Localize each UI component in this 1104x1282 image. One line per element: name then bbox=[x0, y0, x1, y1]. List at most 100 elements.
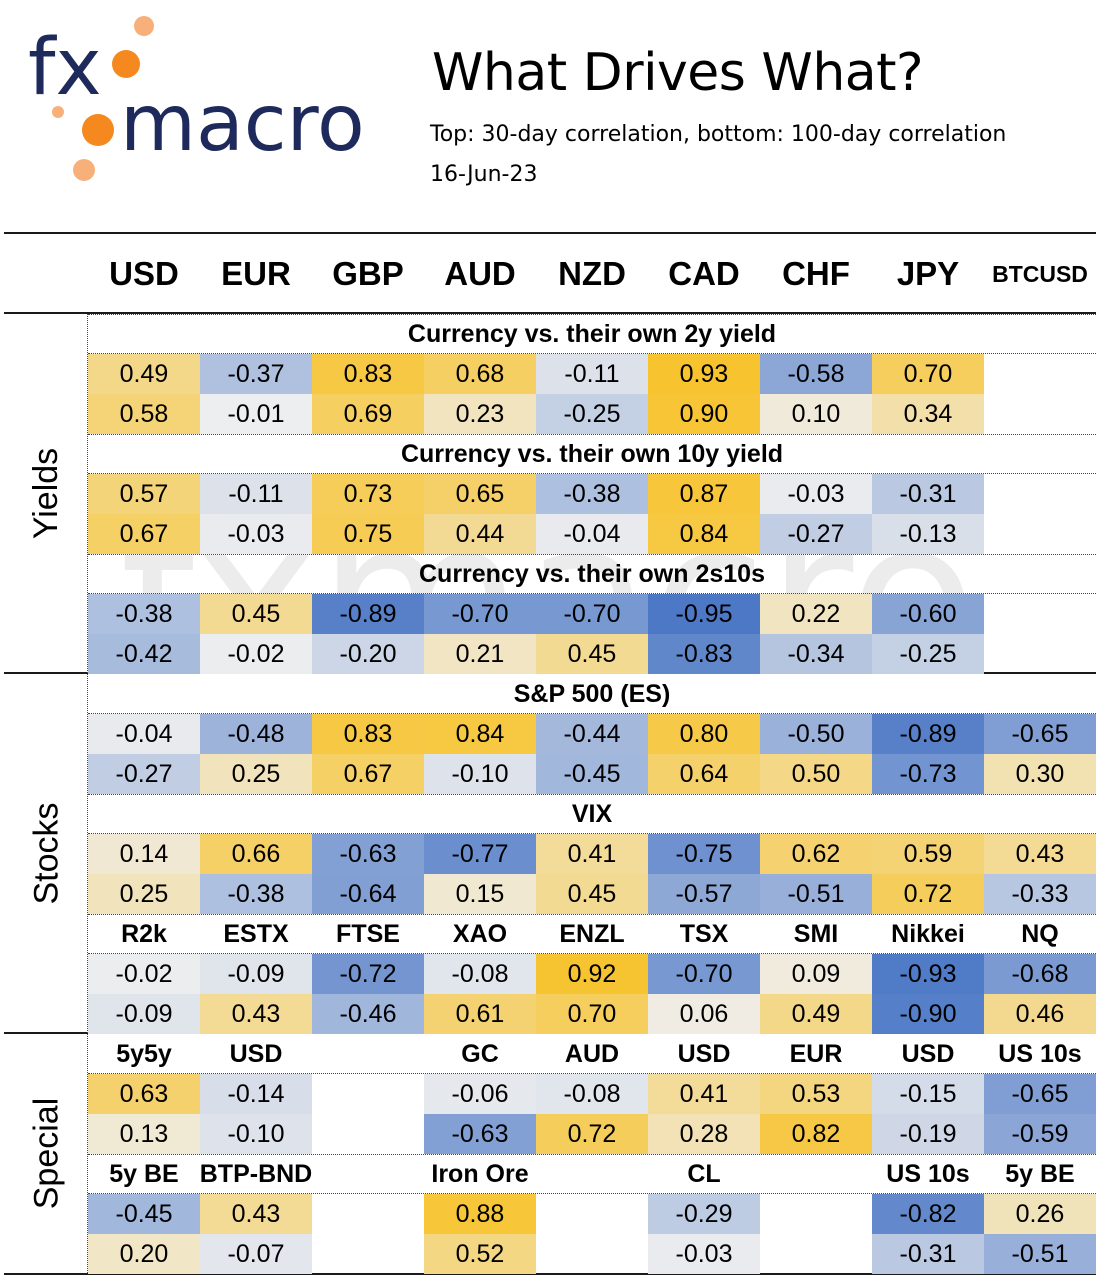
heatmap-cell: -0.04 bbox=[88, 714, 200, 754]
heatmap-cell: -0.31 bbox=[872, 474, 984, 514]
heatmap-cell: -0.07 bbox=[200, 1234, 312, 1274]
heatmap-cell: 0.57 bbox=[88, 474, 200, 514]
heatmap-cell: 0.75 bbox=[312, 514, 424, 554]
heatmap-cell: -0.73 bbox=[872, 754, 984, 794]
header-bottom-rule bbox=[4, 312, 1096, 314]
block-title: S&P 500 (ES) bbox=[513, 679, 671, 708]
svg-text:fx: fx bbox=[28, 23, 102, 113]
heatmap-cell: 0.67 bbox=[88, 514, 200, 554]
heatmap-cell: -0.65 bbox=[984, 714, 1096, 754]
column-header-chf: CHF bbox=[782, 255, 850, 292]
heatmap-cell: -0.20 bbox=[312, 634, 424, 674]
heatmap-cell: -0.50 bbox=[760, 714, 872, 754]
heatmap-cell: 0.49 bbox=[88, 354, 200, 394]
heatmap-cell: -0.65 bbox=[984, 1074, 1096, 1114]
heatmap-cell: 0.93 bbox=[648, 354, 760, 394]
heatmap-cell: -0.10 bbox=[424, 754, 536, 794]
heatmap-cell: 0.45 bbox=[536, 634, 648, 674]
block-separator bbox=[88, 794, 1096, 795]
block-title: VIX bbox=[571, 799, 613, 828]
row-label: US 10s bbox=[998, 1039, 1082, 1068]
heatmap-cell: 0.34 bbox=[872, 394, 984, 434]
heatmap-cell: -0.33 bbox=[984, 874, 1096, 914]
row-label: TSX bbox=[679, 919, 729, 948]
heatmap-cell: -0.03 bbox=[200, 514, 312, 554]
heatmap-cell: 0.21 bbox=[424, 634, 536, 674]
column-header-usd: USD bbox=[109, 255, 179, 292]
section-label-yields: Yields bbox=[27, 447, 66, 539]
column-header-eur: EUR bbox=[221, 255, 291, 292]
svg-text:macro: macro bbox=[120, 79, 365, 169]
heatmap-cell: 0.43 bbox=[200, 1194, 312, 1234]
block-separator bbox=[88, 314, 1096, 315]
heatmap-cell: -0.03 bbox=[760, 474, 872, 514]
heatmap-cell: 0.43 bbox=[984, 834, 1096, 874]
heatmap-cell: -0.27 bbox=[760, 514, 872, 554]
heatmap-cell: 0.67 bbox=[312, 754, 424, 794]
heatmap-cell: -0.11 bbox=[200, 474, 312, 514]
row-label: USD bbox=[229, 1039, 283, 1068]
heatmap-cell: -0.34 bbox=[760, 634, 872, 674]
row-label: Iron Ore bbox=[431, 1159, 529, 1188]
heatmap-cell: -0.82 bbox=[872, 1194, 984, 1234]
row-label: USD bbox=[901, 1039, 955, 1068]
heatmap-cell: 0.84 bbox=[648, 514, 760, 554]
heatmap-cell: -0.60 bbox=[872, 594, 984, 634]
row-label: USD bbox=[677, 1039, 731, 1068]
row-label: EUR bbox=[789, 1039, 843, 1068]
block-separator bbox=[88, 434, 1096, 435]
heatmap-cell: 0.61 bbox=[424, 994, 536, 1034]
heatmap-cell: 0.50 bbox=[760, 754, 872, 794]
section-label-special: Special bbox=[27, 1097, 66, 1210]
heatmap-cell: -0.38 bbox=[536, 474, 648, 514]
row-label: ENZL bbox=[559, 919, 625, 948]
heatmap-cell: 0.63 bbox=[88, 1074, 200, 1114]
row-label: ESTX bbox=[223, 919, 289, 948]
heatmap-cell: 0.23 bbox=[424, 394, 536, 434]
heatmap-cell: -0.31 bbox=[872, 1234, 984, 1274]
heatmap-cell: 0.30 bbox=[984, 754, 1096, 794]
logo-graphic: fx macro bbox=[28, 16, 365, 181]
heatmap-cell: 0.49 bbox=[760, 994, 872, 1034]
heatmap-cell: -0.83 bbox=[648, 634, 760, 674]
heatmap-cell: -0.42 bbox=[88, 634, 200, 674]
heatmap-cell: -0.06 bbox=[424, 1074, 536, 1114]
block-title: Currency vs. their own 2y yield bbox=[407, 319, 777, 348]
heatmap-cell: 0.06 bbox=[648, 994, 760, 1034]
heatmap-cell: 0.88 bbox=[424, 1194, 536, 1234]
row-label: FTSE bbox=[336, 919, 400, 948]
heatmap-cell: -0.89 bbox=[312, 594, 424, 634]
heatmap-cell: -0.04 bbox=[536, 514, 648, 554]
heatmap-cell: 0.25 bbox=[88, 874, 200, 914]
heatmap-cell: -0.64 bbox=[312, 874, 424, 914]
row-label: BTP-BND bbox=[199, 1159, 313, 1188]
heatmap-cell: 0.45 bbox=[536, 874, 648, 914]
row-label: US 10s bbox=[886, 1159, 970, 1188]
block-separator bbox=[88, 1073, 1096, 1074]
row-label: XAO bbox=[452, 919, 508, 948]
heatmap-cell: 0.41 bbox=[536, 834, 648, 874]
heatmap-cell: -0.02 bbox=[200, 634, 312, 674]
heatmap-cell: 0.82 bbox=[760, 1114, 872, 1154]
report-date: 16-Jun-23 bbox=[430, 162, 538, 187]
section-separator bbox=[87, 314, 88, 1273]
heatmap-cell: -0.51 bbox=[760, 874, 872, 914]
heatmap-cell: -0.57 bbox=[648, 874, 760, 914]
heatmap-cell: 0.22 bbox=[760, 594, 872, 634]
heatmap-cell: -0.13 bbox=[872, 514, 984, 554]
heatmap-cell: 0.70 bbox=[872, 354, 984, 394]
heatmap-cell: -0.48 bbox=[200, 714, 312, 754]
row-label: CL bbox=[687, 1159, 721, 1188]
heatmap-cell: -0.59 bbox=[984, 1114, 1096, 1154]
heatmap-cell: -0.58 bbox=[760, 354, 872, 394]
column-header-jpy: JPY bbox=[896, 255, 960, 292]
heatmap-cell: 0.20 bbox=[88, 1234, 200, 1274]
heatmap-cell: -0.19 bbox=[872, 1114, 984, 1154]
row-label: Nikkei bbox=[891, 919, 965, 948]
heatmap-cell: 0.62 bbox=[760, 834, 872, 874]
heatmap-cell: -0.45 bbox=[88, 1194, 200, 1234]
block-title: Currency vs. their own 2s10s bbox=[419, 559, 765, 588]
row-label: R2k bbox=[121, 919, 167, 948]
heatmap-cell: -0.70 bbox=[424, 594, 536, 634]
heatmap-cell: -0.09 bbox=[200, 954, 312, 994]
